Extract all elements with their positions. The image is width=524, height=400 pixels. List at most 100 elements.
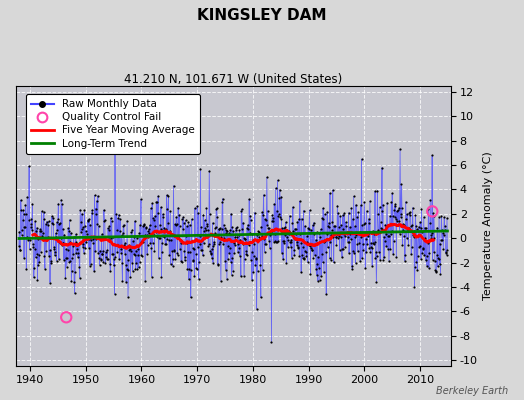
Point xyxy=(124,293,132,300)
Point xyxy=(355,229,364,235)
Point xyxy=(71,268,79,275)
Point xyxy=(384,246,392,252)
Point xyxy=(307,270,315,277)
Point xyxy=(388,190,396,196)
Point xyxy=(126,274,135,280)
Point xyxy=(221,267,230,273)
Point xyxy=(223,228,232,235)
Point xyxy=(215,240,224,247)
Point xyxy=(307,244,315,251)
Point xyxy=(51,230,60,236)
Point xyxy=(60,257,68,263)
Point xyxy=(20,255,28,261)
Point xyxy=(102,254,110,260)
Point xyxy=(277,194,286,200)
Point xyxy=(441,222,449,229)
Point xyxy=(424,240,432,246)
Point xyxy=(321,211,329,218)
Point xyxy=(356,258,364,264)
Point xyxy=(70,279,79,285)
Point xyxy=(379,202,387,208)
Point xyxy=(114,215,122,222)
Point xyxy=(413,267,421,273)
Point xyxy=(402,235,411,242)
Point xyxy=(224,242,233,249)
Point xyxy=(66,258,74,264)
Point xyxy=(313,229,321,235)
Point xyxy=(225,245,234,252)
Point xyxy=(205,211,214,217)
Point xyxy=(441,250,450,256)
Point xyxy=(21,202,29,208)
Point xyxy=(443,247,452,254)
Point xyxy=(151,223,160,229)
Point xyxy=(88,207,96,213)
Point xyxy=(138,238,147,244)
Point xyxy=(72,231,80,238)
Point xyxy=(396,214,405,220)
Point xyxy=(237,206,246,212)
Point xyxy=(221,258,229,264)
Point xyxy=(200,228,209,234)
Point xyxy=(278,238,287,244)
Point xyxy=(373,253,381,259)
Point xyxy=(204,241,213,248)
Point xyxy=(148,240,157,246)
Point xyxy=(46,247,54,254)
Point xyxy=(278,225,286,232)
Point xyxy=(173,252,182,258)
Point xyxy=(44,222,52,228)
Point xyxy=(393,218,401,224)
Point xyxy=(190,246,198,252)
Point xyxy=(177,240,185,246)
Point xyxy=(84,218,92,224)
Point xyxy=(420,224,429,231)
Point xyxy=(300,254,309,261)
Point xyxy=(419,246,428,252)
Point xyxy=(268,212,277,218)
Point xyxy=(181,254,189,260)
Point xyxy=(191,236,200,243)
Point xyxy=(107,218,116,224)
Point xyxy=(260,236,268,242)
Point xyxy=(101,216,109,223)
Point xyxy=(222,227,230,234)
Point xyxy=(61,240,69,247)
Point xyxy=(135,230,144,236)
Point xyxy=(316,234,324,241)
Point xyxy=(325,219,333,226)
Point xyxy=(369,240,377,246)
Point xyxy=(67,278,75,284)
Point xyxy=(224,256,232,262)
Point xyxy=(307,227,315,234)
Point xyxy=(390,207,398,213)
Point xyxy=(411,212,420,218)
Point xyxy=(374,227,383,233)
Point xyxy=(63,255,71,262)
Point xyxy=(345,250,353,256)
Point xyxy=(370,238,379,245)
Point xyxy=(88,210,96,216)
Point xyxy=(318,215,326,221)
Point xyxy=(343,229,351,236)
Point xyxy=(249,252,258,259)
Point xyxy=(276,214,285,221)
Point xyxy=(162,241,170,247)
Point xyxy=(248,230,257,237)
Point xyxy=(270,238,278,245)
Point xyxy=(382,243,390,249)
Point xyxy=(65,258,73,265)
Point xyxy=(161,241,169,248)
Point xyxy=(151,213,159,219)
Point xyxy=(107,235,115,242)
Point xyxy=(259,192,268,198)
Point xyxy=(408,204,417,211)
Point xyxy=(104,236,113,242)
Point xyxy=(112,242,120,248)
Point xyxy=(24,235,32,241)
Point xyxy=(69,243,77,249)
Point xyxy=(376,204,384,210)
Point xyxy=(155,255,163,261)
Point xyxy=(58,240,67,246)
Point xyxy=(414,224,423,230)
